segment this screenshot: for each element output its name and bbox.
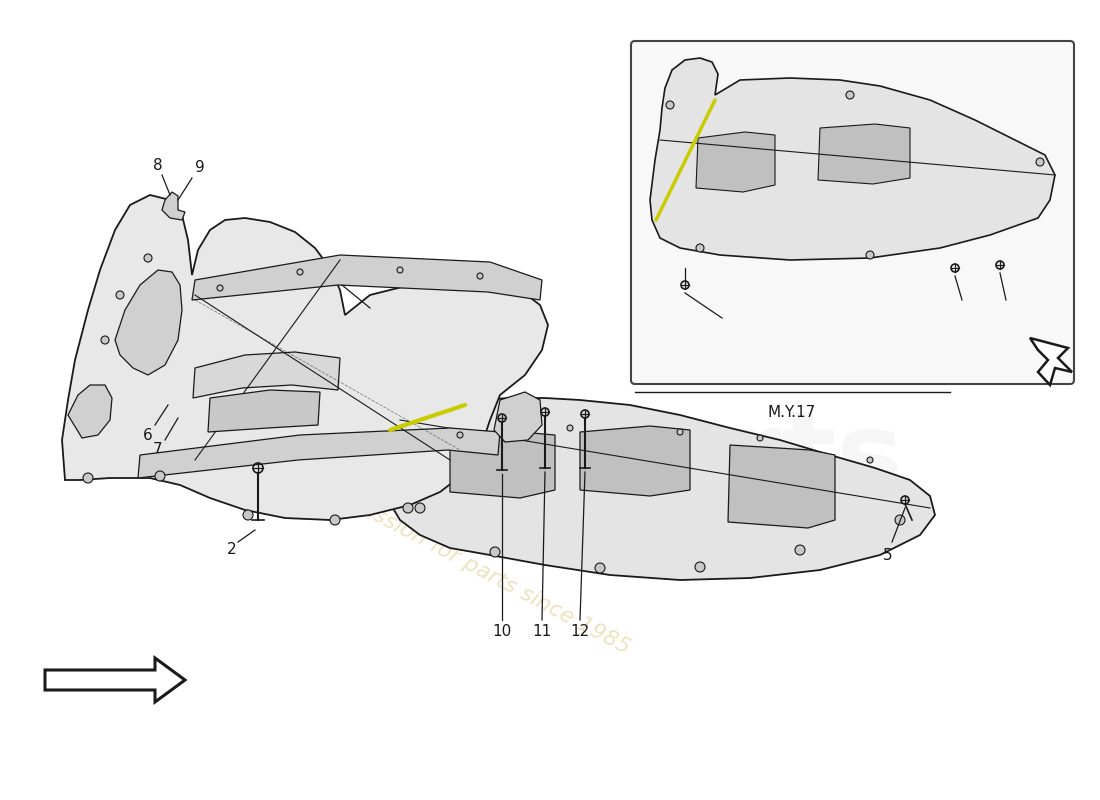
Circle shape (795, 545, 805, 555)
Circle shape (696, 244, 704, 252)
Polygon shape (45, 658, 185, 702)
Circle shape (867, 457, 873, 463)
Polygon shape (580, 426, 690, 496)
Polygon shape (1030, 338, 1072, 385)
Text: 1: 1 (338, 270, 346, 286)
Circle shape (666, 101, 674, 109)
Circle shape (217, 285, 223, 291)
Circle shape (757, 435, 763, 441)
Text: 5: 5 (1003, 302, 1013, 318)
Text: 10: 10 (493, 625, 512, 639)
Text: 4: 4 (717, 321, 727, 335)
Polygon shape (192, 352, 340, 398)
Circle shape (595, 563, 605, 573)
Circle shape (101, 336, 109, 344)
Polygon shape (450, 432, 556, 498)
Circle shape (846, 91, 854, 99)
Circle shape (82, 473, 94, 483)
Polygon shape (138, 428, 500, 478)
Circle shape (144, 254, 152, 262)
Text: 6: 6 (143, 427, 153, 442)
Polygon shape (494, 392, 542, 442)
Circle shape (490, 547, 500, 557)
Circle shape (477, 273, 483, 279)
Circle shape (895, 515, 905, 525)
Text: 9: 9 (195, 161, 205, 175)
Polygon shape (728, 445, 835, 528)
Text: 11: 11 (532, 625, 551, 639)
Polygon shape (162, 192, 185, 220)
Polygon shape (68, 385, 112, 438)
Text: 12: 12 (571, 625, 590, 639)
Circle shape (155, 471, 165, 481)
Text: 3: 3 (957, 302, 967, 318)
Polygon shape (696, 132, 775, 192)
Circle shape (415, 503, 425, 513)
Circle shape (866, 251, 874, 259)
Circle shape (330, 515, 340, 525)
Circle shape (695, 562, 705, 572)
Circle shape (397, 267, 403, 273)
Text: 7: 7 (153, 442, 163, 458)
Polygon shape (62, 195, 548, 520)
Circle shape (403, 503, 412, 513)
Circle shape (566, 425, 573, 431)
Circle shape (1036, 158, 1044, 166)
Text: 8: 8 (153, 158, 163, 173)
Polygon shape (208, 390, 320, 432)
Polygon shape (192, 255, 542, 300)
Polygon shape (818, 124, 910, 184)
Circle shape (456, 432, 463, 438)
Circle shape (676, 429, 683, 435)
Text: M.Y.17: M.Y.17 (768, 405, 816, 420)
Polygon shape (385, 398, 935, 580)
Text: a passion for parts since 1985: a passion for parts since 1985 (327, 482, 634, 658)
Text: 2: 2 (228, 542, 236, 558)
Polygon shape (650, 58, 1055, 260)
Polygon shape (116, 270, 182, 375)
Text: 5: 5 (883, 547, 893, 562)
Circle shape (243, 510, 253, 520)
Text: 2autoparts: 2autoparts (197, 405, 903, 515)
Circle shape (297, 269, 302, 275)
FancyBboxPatch shape (631, 41, 1074, 384)
Circle shape (116, 291, 124, 299)
